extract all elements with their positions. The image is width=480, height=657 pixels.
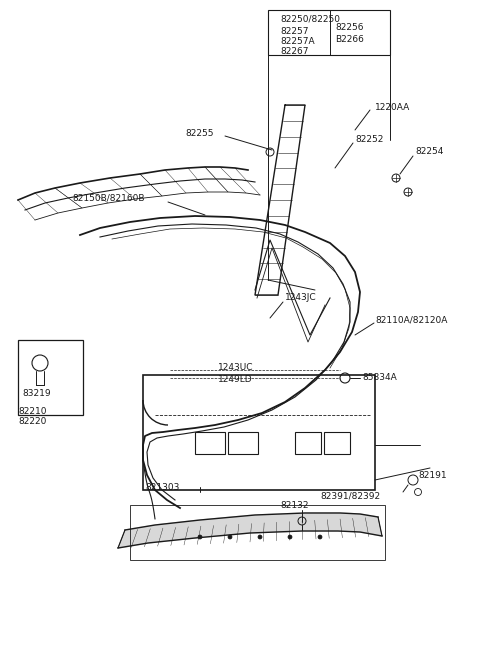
Text: 82255: 82255 — [185, 129, 214, 137]
Text: 82257: 82257 — [280, 28, 309, 37]
Circle shape — [258, 535, 262, 539]
Bar — [295, 432, 321, 454]
Text: 82210: 82210 — [18, 407, 47, 417]
Circle shape — [318, 535, 322, 539]
Text: 82150B/82160B: 82150B/82160B — [72, 194, 144, 202]
Text: 85834A: 85834A — [362, 373, 397, 382]
Text: 1249LD: 1249LD — [218, 376, 252, 384]
Text: 82267: 82267 — [280, 47, 309, 57]
Polygon shape — [118, 513, 382, 548]
Text: 82132: 82132 — [280, 501, 309, 510]
Bar — [130, 505, 385, 560]
Circle shape — [288, 535, 292, 539]
Text: 1243UC: 1243UC — [218, 363, 253, 373]
Bar — [228, 432, 258, 454]
Text: 82250/82250: 82250/82250 — [280, 14, 340, 24]
Text: B2266: B2266 — [335, 35, 364, 45]
Bar — [268, 10, 390, 55]
Text: 82256: 82256 — [335, 24, 363, 32]
Text: 1243JC: 1243JC — [285, 294, 317, 302]
Text: 82220: 82220 — [18, 417, 47, 426]
Text: 83219: 83219 — [22, 388, 50, 397]
Circle shape — [198, 535, 202, 539]
Bar — [143, 375, 375, 490]
Text: 1220AA: 1220AA — [375, 104, 410, 112]
Bar — [324, 432, 350, 454]
Text: 82391/82392: 82391/82392 — [320, 491, 380, 501]
Bar — [195, 432, 225, 454]
Text: 821303: 821303 — [145, 484, 180, 493]
Text: 82257A: 82257A — [280, 37, 314, 47]
Text: 82110A/82120A: 82110A/82120A — [375, 315, 447, 325]
Bar — [18, 340, 83, 415]
Text: 82254: 82254 — [415, 148, 444, 156]
Text: 82252: 82252 — [355, 135, 384, 145]
Text: 82191: 82191 — [418, 470, 446, 480]
Circle shape — [228, 535, 232, 539]
